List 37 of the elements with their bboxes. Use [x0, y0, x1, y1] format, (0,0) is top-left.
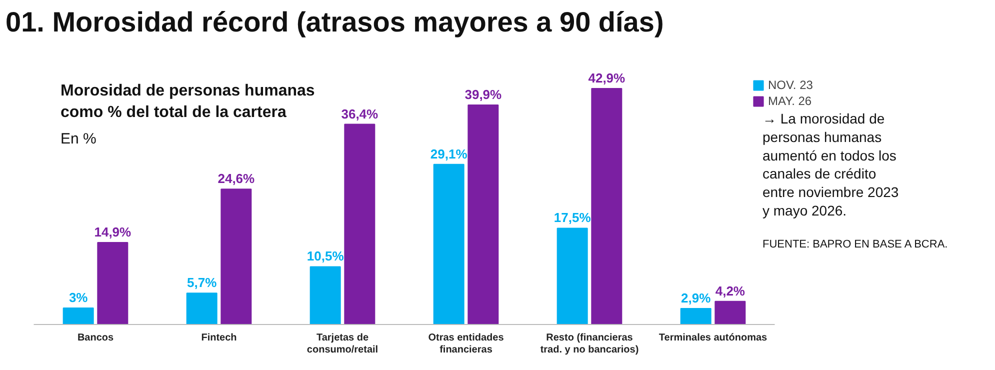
- bar: [680, 308, 712, 325]
- bar: [186, 292, 218, 325]
- data-label: 4,2%: [715, 283, 746, 298]
- data-label: 14,9%: [94, 224, 132, 240]
- x-tick-label: Otras entidades financieras: [428, 332, 504, 356]
- chart-title: 01. Morosidad récord (atrasos mayores a 90 días): [6, 6, 664, 38]
- data-label: 29,1%: [430, 146, 468, 162]
- data-label: 24,6%: [218, 171, 256, 186]
- y-axis-title: En %: [60, 130, 96, 148]
- data-label: 39,9%: [464, 87, 502, 102]
- bar: [344, 124, 376, 325]
- legend-label: NOV. 23: [768, 78, 813, 92]
- data-label: 5,7%: [187, 275, 218, 290]
- bar: [433, 164, 464, 325]
- bar: [714, 300, 746, 325]
- x-tick-label: Terminales autónomas: [658, 332, 768, 344]
- data-label: 36,4%: [341, 106, 379, 122]
- data-label: 2,9%: [681, 290, 712, 306]
- bar: [468, 104, 499, 325]
- legend-label: MAY. 26: [768, 94, 812, 108]
- bar: [220, 188, 252, 325]
- annotation: → La morosidad de personas humanas aumentó en todos los canales de crédito entre noviembre 2023 y mayo 2026.: [762, 110, 899, 218]
- data-label: 17,5%: [554, 210, 592, 226]
- bar: [62, 307, 94, 325]
- data-label: 42,9%: [588, 70, 626, 86]
- bar: [97, 242, 128, 325]
- data-label: 10,5%: [306, 248, 344, 264]
- bar: [310, 266, 341, 325]
- chart-subtitle: Morosidad de personas humanas como % del total de la cartera: [60, 82, 315, 121]
- x-tick-label: Fintech: [201, 332, 237, 344]
- x-tick-label: Bancos: [77, 332, 114, 344]
- data-label: 3%: [68, 290, 88, 305]
- x-tick-label: Resto (financieras trad. y no bancarios): [540, 332, 639, 356]
- bar: [556, 228, 588, 325]
- x-tick-label: Tarjetas de consumo/retail: [306, 332, 378, 356]
- bar: [591, 88, 622, 325]
- annotation: FUENTE: BAPRO EN BASE A BCRA.: [762, 238, 948, 250]
